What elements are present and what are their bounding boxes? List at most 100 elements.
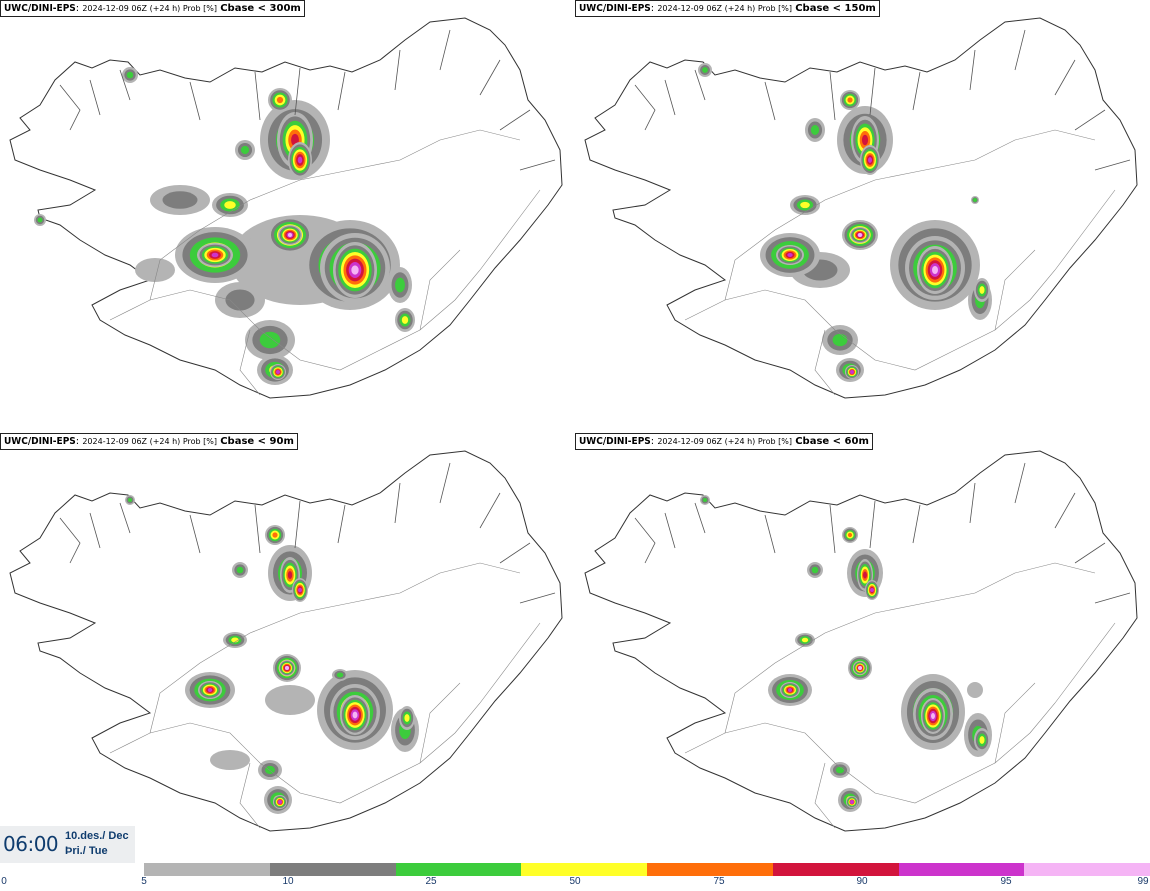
probability-contour	[932, 266, 938, 274]
fjord-line	[439, 29, 451, 71]
colorbar-segment	[269, 863, 396, 876]
probability-contour	[127, 497, 133, 503]
probability-contour	[967, 682, 983, 698]
fjord-line	[89, 79, 101, 116]
boundary-line	[239, 329, 261, 396]
probability-contour	[858, 666, 862, 670]
probability-contour	[210, 750, 250, 770]
colorbar-segment	[898, 863, 1025, 876]
probability-contour	[702, 67, 708, 73]
colorbar-tick-label: 90	[856, 876, 868, 887]
boundary-line	[109, 189, 541, 371]
probability-contour	[211, 252, 219, 258]
colorbar-segment	[1024, 863, 1150, 876]
boundary-line	[419, 682, 461, 764]
fjord-line	[829, 504, 836, 554]
colorbar	[144, 863, 1150, 876]
probability-contour	[207, 688, 213, 692]
colorbar-segment	[144, 863, 270, 876]
fjord-line	[59, 517, 81, 564]
probability-contour	[863, 571, 867, 579]
run-info: 2024-12-09 06Z (+24 h) Prob [%]	[657, 437, 793, 446]
probability-contour	[847, 97, 853, 103]
colorbar-tick-label: 5	[141, 876, 147, 887]
probability-contour	[276, 370, 280, 374]
fjord-line	[694, 69, 706, 101]
probability-contour	[135, 258, 175, 282]
probability-contour	[787, 253, 793, 257]
boundary-line	[994, 682, 1036, 764]
variable-label: Cbase < 60m	[795, 436, 869, 447]
colorbar-tick-label: 99	[1137, 876, 1149, 887]
fjord-line	[337, 71, 346, 111]
boundary-line	[149, 129, 521, 301]
fjord-line	[664, 79, 676, 116]
probability-contour	[835, 766, 845, 774]
probability-contour	[810, 125, 820, 135]
probability-contour	[240, 145, 250, 155]
iceland-probability-map	[9, 17, 563, 399]
fjord-line	[119, 502, 131, 534]
boundary-line	[684, 622, 1116, 804]
variable-label: Cbase < 300m	[220, 3, 301, 14]
fjord-line	[634, 517, 656, 564]
probability-contour	[285, 666, 289, 670]
map-panel-60m: UWC/DINI-EPS: 2024-12-09 06Z (+24 h) Pro…	[575, 433, 1150, 863]
iceland-probability-map	[584, 450, 1138, 832]
fjord-line	[1054, 492, 1076, 529]
panel-title: UWC/DINI-EPS: 2024-12-09 06Z (+24 h) Pro…	[575, 433, 873, 450]
probability-contour	[265, 685, 315, 715]
boundary-line	[814, 762, 836, 829]
probability-contour	[231, 637, 239, 643]
valid-time: 06:00	[3, 832, 59, 856]
boundary-line	[149, 562, 521, 734]
probability-contour	[870, 588, 874, 592]
fjord-line	[1074, 542, 1106, 564]
colorbar-segment	[395, 863, 522, 876]
probability-contour	[979, 286, 985, 294]
probability-contour	[162, 191, 198, 209]
fjord-line	[294, 500, 301, 549]
probability-contour	[288, 233, 292, 237]
fjord-line	[869, 500, 876, 549]
fjord-line	[694, 502, 706, 534]
probability-contour	[272, 532, 278, 538]
fjord-line	[829, 71, 836, 121]
probability-contour	[847, 532, 853, 538]
fjord-line	[1094, 159, 1131, 171]
colorbar-segment	[772, 863, 899, 876]
probability-contour	[800, 201, 810, 209]
fjord-line	[499, 109, 531, 131]
fjord-line	[189, 81, 201, 121]
probability-contour	[931, 713, 935, 719]
probability-contour	[259, 331, 281, 349]
model-name: UWC/DINI-EPS	[4, 436, 76, 447]
probability-contour	[858, 233, 862, 237]
model-name: UWC/DINI-EPS	[4, 3, 76, 14]
probability-contour	[352, 711, 358, 719]
panel-title: UWC/DINI-EPS: 2024-12-09 06Z (+24 h) Pro…	[575, 0, 880, 17]
map-panel-300m: UWC/DINI-EPS: 2024-12-09 06Z (+24 h) Pro…	[0, 0, 575, 430]
fjord-line	[1014, 29, 1026, 71]
fjord-line	[479, 492, 501, 529]
colorbar-tick-label: 75	[713, 876, 725, 887]
fjord-line	[912, 504, 921, 544]
fjord-line	[189, 514, 201, 554]
probability-contour	[979, 736, 985, 744]
colorbar-segment	[647, 863, 773, 876]
fjord-line	[394, 49, 401, 91]
boundary-line	[419, 249, 461, 331]
fjord-line	[764, 81, 776, 121]
probability-contour	[395, 277, 405, 293]
probability-contour	[702, 497, 708, 503]
fjord-line	[519, 592, 556, 604]
fjord-line	[294, 67, 301, 116]
coastline	[9, 450, 563, 832]
probability-contour	[401, 316, 409, 324]
probability-contour	[126, 71, 134, 79]
colorbar-tick-label: 0	[1, 876, 7, 887]
boundary-line	[684, 189, 1116, 371]
probability-contour	[225, 289, 255, 311]
colorbar-segment	[521, 863, 647, 876]
fjord-line	[634, 84, 656, 131]
